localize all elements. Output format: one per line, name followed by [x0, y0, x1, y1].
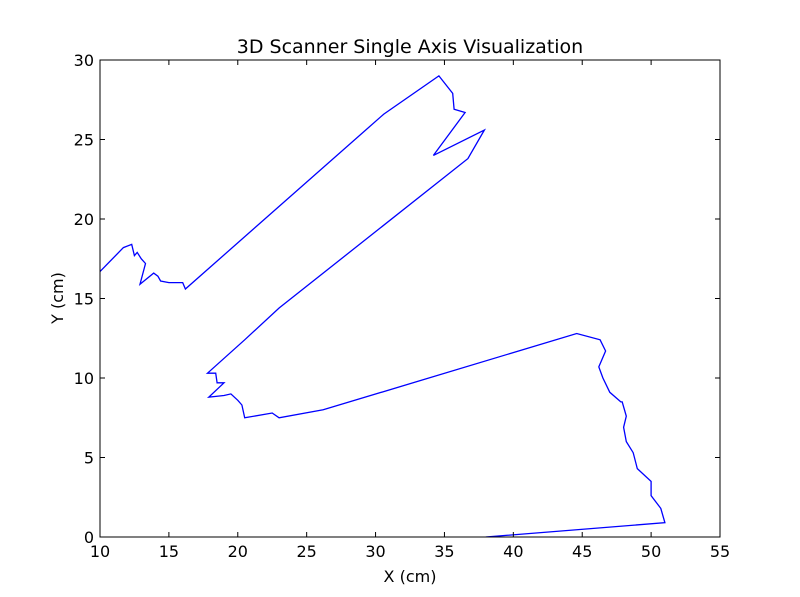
y-tick-label: 30 — [74, 51, 94, 70]
x-tick-label: 15 — [159, 542, 179, 561]
y-tick-label: 20 — [74, 210, 94, 229]
x-tick-label: 10 — [90, 542, 110, 561]
x-tick-label: 35 — [434, 542, 454, 561]
y-tick-label: 25 — [74, 131, 94, 150]
y-tick-label: 10 — [74, 369, 94, 388]
x-tick-label: 45 — [572, 542, 592, 561]
plot-area: 10 15 20 25 30 35 40 45 50 55 0 5 10 15 20 25 30 — [74, 51, 731, 561]
chart-title: 3D Scanner Single Axis Visualization — [237, 36, 583, 58]
x-tick-label: 30 — [365, 542, 385, 561]
y-tick-label: 5 — [84, 449, 94, 468]
x-tick-label: 55 — [710, 542, 730, 561]
y-axis-label: Y (cm) — [48, 272, 67, 325]
x-axis-label: X (cm) — [384, 567, 437, 586]
x-tick-label: 40 — [503, 542, 523, 561]
x-tick-label: 25 — [296, 542, 316, 561]
x-tick-label: 50 — [641, 542, 661, 561]
series-line-0 — [100, 75, 666, 537]
y-tick-label: 15 — [74, 290, 94, 309]
x-tick-label: 20 — [228, 542, 248, 561]
y-tick-label: 0 — [84, 528, 94, 547]
